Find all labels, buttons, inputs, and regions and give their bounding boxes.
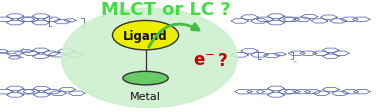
Text: Ligand: Ligand	[123, 29, 168, 42]
FancyArrowPatch shape	[149, 25, 199, 48]
Text: Metal: Metal	[130, 91, 161, 101]
Text: n: n	[294, 60, 296, 64]
Text: $\mathbf{e}^{-}$: $\mathbf{e}^{-}$	[193, 52, 215, 69]
Ellipse shape	[113, 21, 179, 50]
Circle shape	[123, 72, 168, 85]
Text: ?: ?	[217, 52, 227, 69]
Ellipse shape	[62, 9, 237, 108]
Text: MLCT or LC ?: MLCT or LC ?	[101, 1, 231, 19]
Text: n: n	[84, 26, 87, 30]
